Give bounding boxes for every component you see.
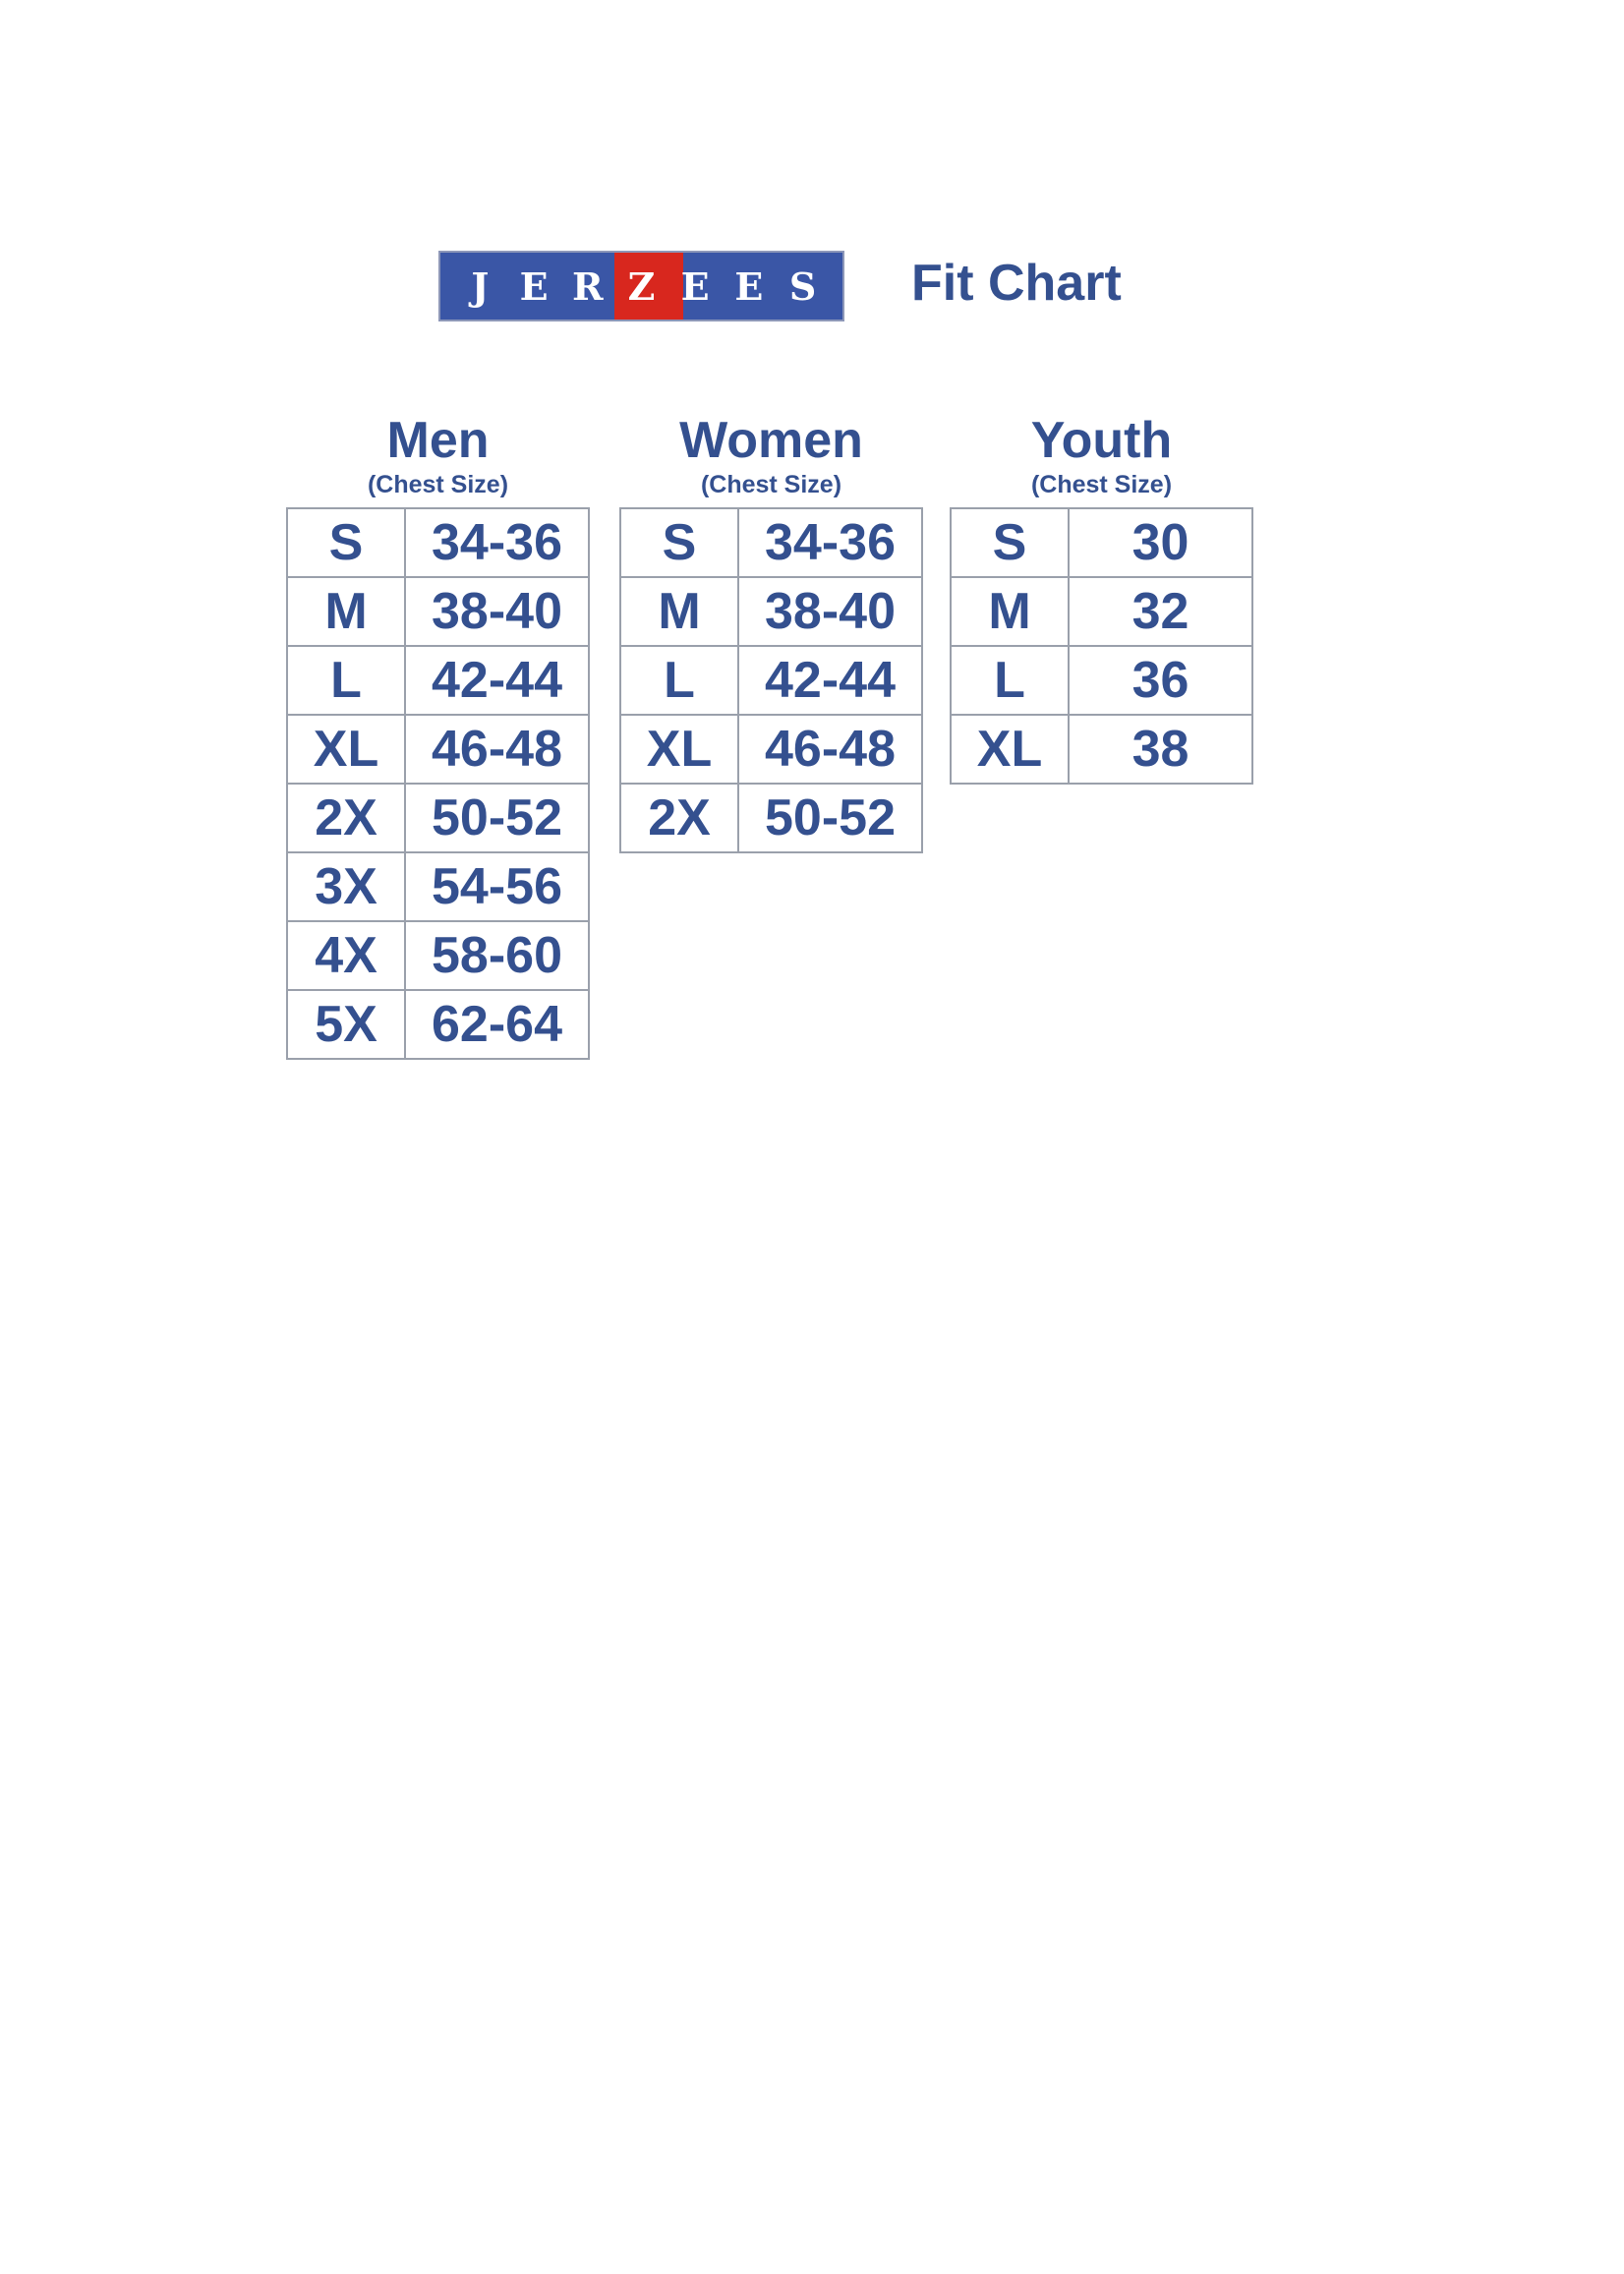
chest-size-cell: 38-40	[404, 576, 590, 647]
size-cell: XL	[286, 714, 406, 785]
table-row: 5X 62-64	[286, 989, 590, 1060]
chest-size-cell: 62-64	[404, 989, 590, 1060]
men-group: Men (Chest Size) S 34-36 M 38-40 L 42-44 XL 46-…	[286, 411, 590, 1060]
women-group: Women (Chest Size) S 34-36 M 38-40 L 42-44 XL 4…	[619, 411, 923, 853]
logo-letter: E	[519, 263, 549, 309]
table-row: 3X 54-56	[286, 851, 590, 922]
size-cell: M	[286, 576, 406, 647]
group-subheading: (Chest Size)	[1030, 471, 1173, 498]
chest-size-cell: 34-36	[737, 507, 923, 578]
size-cell: 2X	[286, 783, 406, 853]
size-table: S 34-36 M 38-40 L 42-44 XL 46-48 2X 50-52	[619, 507, 923, 853]
size-cell: XL	[950, 714, 1070, 785]
jerzees-logo: J E R Z E E S	[438, 251, 844, 321]
chest-size-cell: 58-60	[404, 920, 590, 991]
group-heading: Men	[386, 412, 490, 469]
table-row: 2X 50-52	[286, 783, 590, 853]
chest-size-cell: 34-36	[404, 507, 590, 578]
chest-size-cell: 46-48	[737, 714, 923, 785]
logo-letter: R	[571, 263, 604, 309]
table-row: XL 46-48	[286, 714, 590, 785]
table-row: M 38-40	[286, 576, 590, 647]
size-cell: M	[950, 576, 1070, 647]
size-cell: M	[619, 576, 739, 647]
chest-size-cell: 50-52	[737, 783, 923, 853]
table-row: L 42-44	[286, 645, 590, 716]
table-row: L 36	[950, 645, 1253, 716]
group-subheading: (Chest Size)	[700, 471, 842, 498]
chest-size-cell: 36	[1068, 645, 1253, 716]
logo-letter: S	[788, 263, 817, 309]
logo-letter: E	[680, 263, 710, 309]
size-cell: 4X	[286, 920, 406, 991]
group-heading: Youth	[1030, 412, 1173, 469]
table-row: XL 38	[950, 714, 1253, 785]
size-cell: L	[286, 645, 406, 716]
size-cell: S	[950, 507, 1070, 578]
table-row: 4X 58-60	[286, 920, 590, 991]
size-table: S 30 M 32 L 36 XL 38	[950, 507, 1253, 785]
size-cell: L	[950, 645, 1070, 716]
table-row: M 38-40	[619, 576, 923, 647]
chest-size-cell: 46-48	[404, 714, 590, 785]
chest-size-cell: 42-44	[737, 645, 923, 716]
size-table: S 34-36 M 38-40 L 42-44 XL 46-48 2X 50-52 3X 54-56 4…	[286, 507, 590, 1060]
chest-size-cell: 30	[1068, 507, 1253, 578]
page-title: Fit Chart	[911, 255, 1122, 312]
size-cell: L	[619, 645, 739, 716]
logo-letter: Z	[627, 263, 656, 309]
size-cell: S	[619, 507, 739, 578]
size-cell: 5X	[286, 989, 406, 1060]
chest-size-cell: 38	[1068, 714, 1253, 785]
chest-size-cell: 42-44	[404, 645, 590, 716]
table-row: L 42-44	[619, 645, 923, 716]
size-cell: XL	[619, 714, 739, 785]
group-heading: Women	[679, 412, 863, 469]
size-cell: S	[286, 507, 406, 578]
chest-size-cell: 32	[1068, 576, 1253, 647]
table-row: S 34-36	[619, 507, 923, 578]
chest-size-cell: 38-40	[737, 576, 923, 647]
chest-size-cell: 50-52	[404, 783, 590, 853]
table-row: S 34-36	[286, 507, 590, 578]
logo-red-block	[614, 253, 683, 320]
size-cell: 2X	[619, 783, 739, 853]
logo-letter: J	[471, 263, 490, 309]
table-row: 2X 50-52	[619, 783, 923, 853]
youth-group: Youth (Chest Size) S 30 M 32 L 36 XL 38	[950, 411, 1253, 785]
table-row: M 32	[950, 576, 1253, 647]
chest-size-cell: 54-56	[404, 851, 590, 922]
group-subheading: (Chest Size)	[367, 471, 509, 498]
size-cell: 3X	[286, 851, 406, 922]
table-row: S 30	[950, 507, 1253, 578]
logo-letter: E	[734, 263, 764, 309]
table-row: XL 46-48	[619, 714, 923, 785]
